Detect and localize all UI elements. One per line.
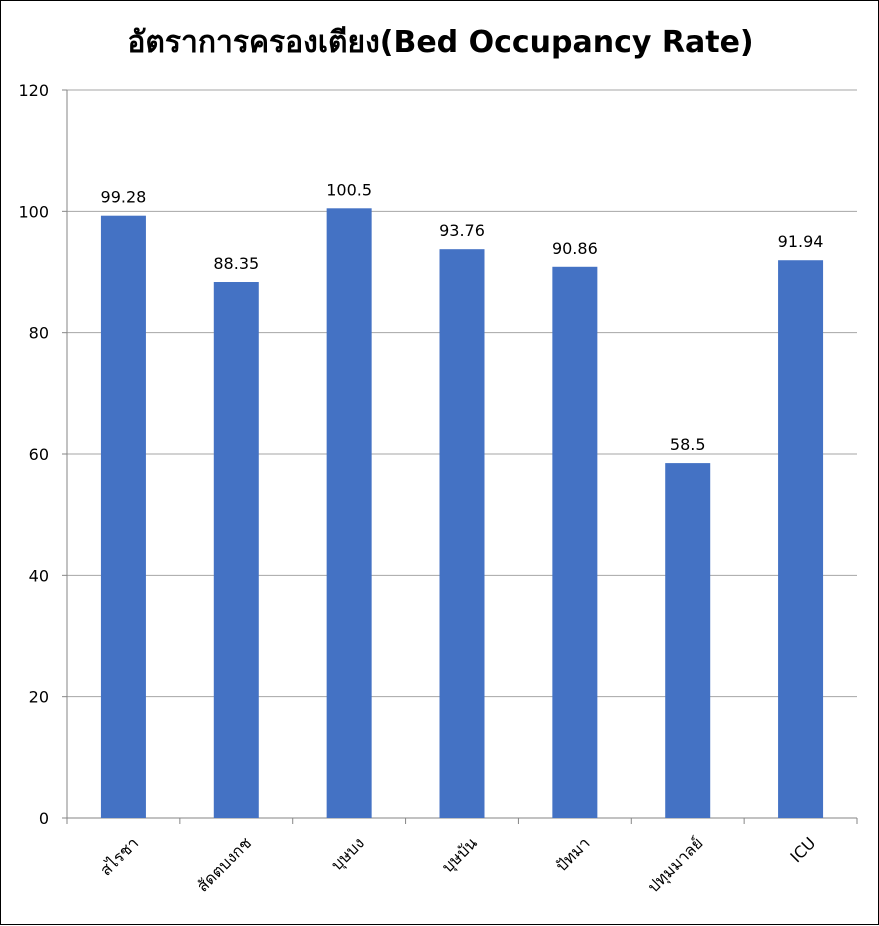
- data-label: 91.94: [778, 232, 824, 251]
- y-tick-label: 60: [29, 445, 49, 464]
- y-tick-label: 0: [39, 809, 49, 828]
- category-label: ICU: [786, 833, 819, 866]
- y-tick-label: 40: [29, 566, 49, 585]
- data-label: 99.28: [101, 188, 147, 207]
- data-label: 93.76: [439, 221, 485, 240]
- y-tick-label: 100: [18, 202, 49, 221]
- bar: [778, 260, 824, 818]
- y-tick-label: 20: [29, 688, 49, 707]
- y-tick-label: 120: [18, 81, 49, 100]
- y-tick-label: 80: [29, 324, 49, 343]
- bar: [100, 215, 146, 818]
- category-label: ปทุมมาลย์: [644, 833, 708, 897]
- bar: [213, 282, 259, 818]
- category-label: ปัทมา: [552, 833, 594, 875]
- bar: [665, 463, 711, 818]
- category-label: สไรชา: [96, 833, 142, 879]
- chart-title: อัตราการครองเตียง(Bed Occupancy Rate): [127, 25, 754, 60]
- category-label: บุษบัน: [438, 833, 482, 877]
- category-label: สัดตบงกช: [193, 833, 255, 895]
- bar: [552, 266, 598, 818]
- category-label: บุษบง: [327, 833, 368, 874]
- data-label: 88.35: [213, 254, 259, 273]
- bar: [439, 249, 485, 818]
- bar: [326, 208, 372, 819]
- data-label: 90.86: [552, 239, 598, 258]
- data-label: 58.5: [670, 435, 706, 454]
- data-label: 100.5: [326, 180, 372, 199]
